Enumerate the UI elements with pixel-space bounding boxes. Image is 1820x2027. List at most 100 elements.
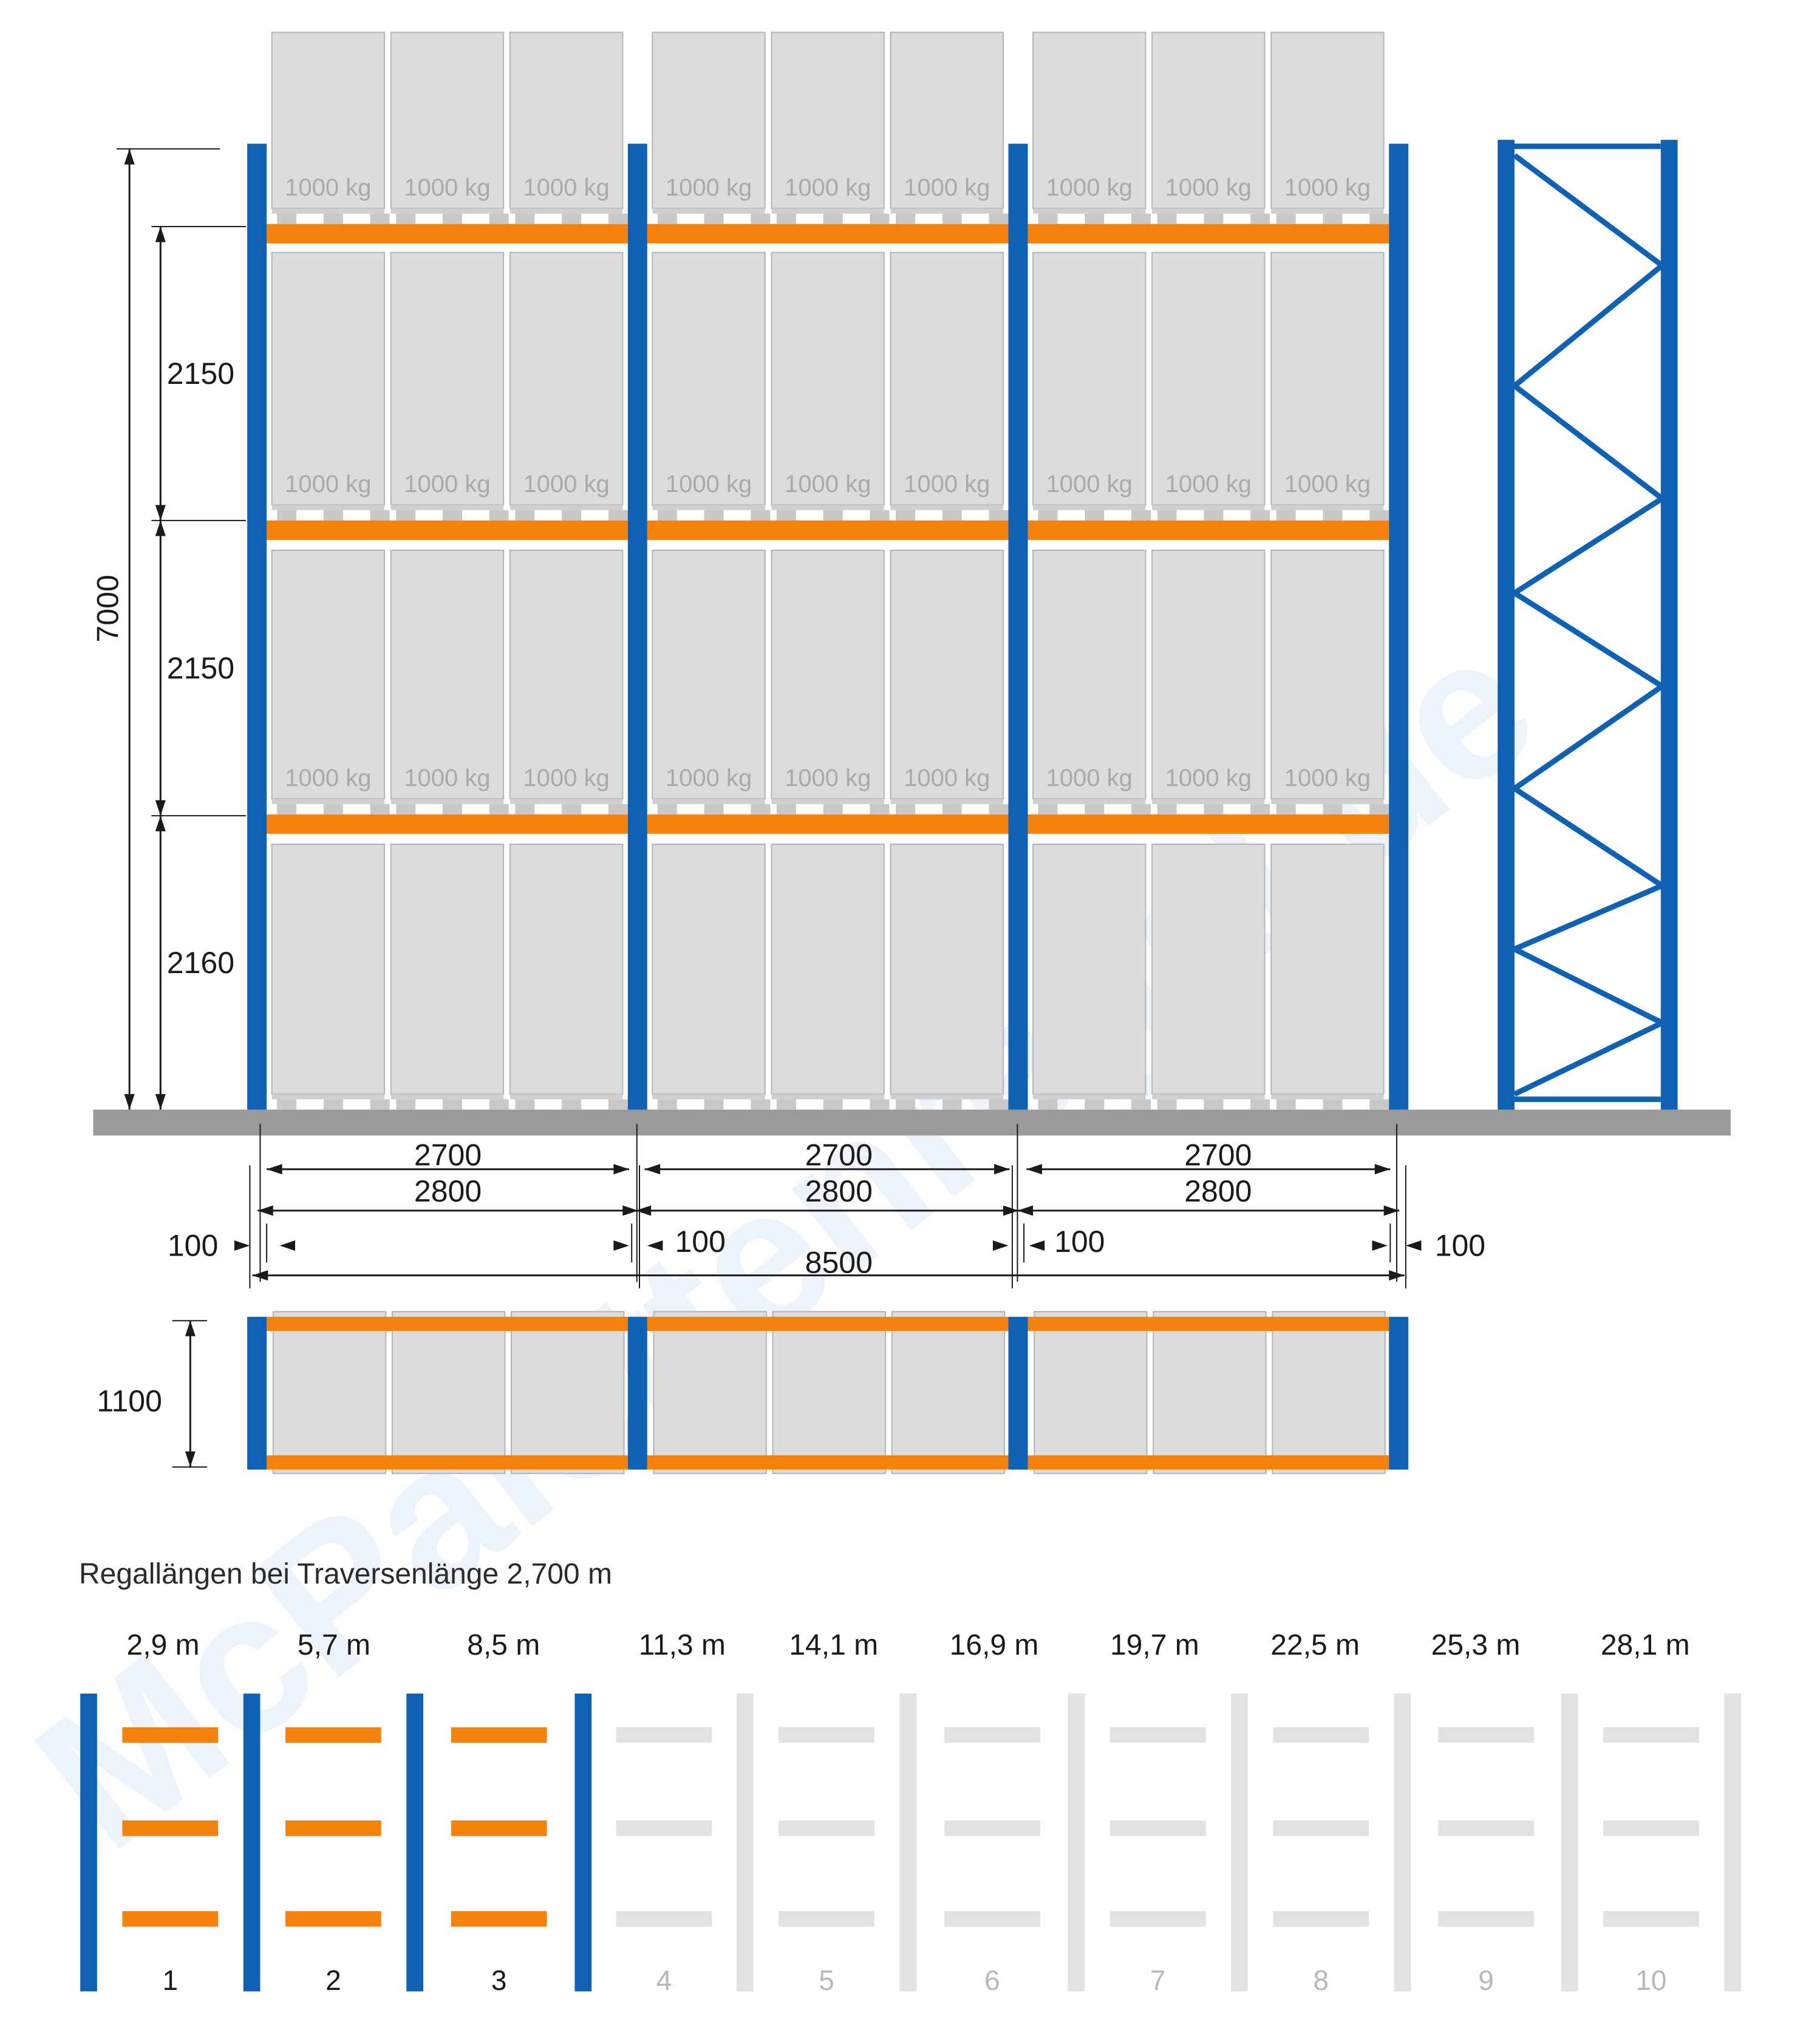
dim-arrow (622, 1205, 638, 1216)
pallet-foot (515, 804, 535, 815)
table-number: 5 (819, 1964, 834, 1996)
pallet-foot (608, 510, 628, 521)
upright-top (247, 1316, 267, 1470)
table-beam (1603, 1727, 1699, 1743)
pallet-foot (704, 804, 724, 815)
pallet-box (509, 843, 624, 1095)
pallet-foot (823, 1099, 843, 1110)
beam-top-back (267, 1455, 628, 1470)
load-label: 1000 kg (1046, 174, 1133, 201)
table-length: 8,5 m (467, 1629, 540, 1661)
table-beam (285, 1911, 381, 1927)
pallet-foot (277, 213, 297, 224)
frame-brace (1513, 946, 1663, 1025)
load-label: 1000 kg (1284, 765, 1371, 791)
load-label: 1000 kg (904, 765, 990, 791)
pallet-foot (1204, 213, 1224, 224)
table-upright (1394, 1694, 1411, 1992)
table-beam (1273, 1727, 1369, 1743)
pallet-foot (396, 213, 416, 224)
table-upright (1561, 1694, 1578, 1992)
dim-arrow (267, 1164, 282, 1175)
pallet-deck (271, 799, 385, 804)
pallet-foot (989, 1099, 1009, 1110)
pallet-foot (396, 510, 416, 521)
load-label: 1000 kg (404, 174, 490, 201)
pallet-foot (823, 510, 843, 521)
table-upright (736, 1694, 754, 1992)
pallet-foot (751, 510, 771, 521)
pallet-box (1151, 251, 1266, 506)
pallet-foot (896, 1099, 916, 1110)
table-beam (616, 1911, 712, 1927)
table-upright (1068, 1694, 1085, 1992)
pallet-deck (1271, 208, 1384, 214)
pallet-foot (870, 804, 890, 815)
table-beam (1438, 1727, 1534, 1743)
dim-gap: 100 (675, 1225, 725, 1259)
pallet-deck (890, 1094, 1003, 1099)
pallet-box (1270, 32, 1385, 210)
pallet-foot (942, 1099, 962, 1110)
pallet-box (652, 251, 766, 506)
pallet-box (1151, 32, 1266, 210)
pallet-foot (1131, 1099, 1151, 1110)
frame-brace (1513, 153, 1664, 268)
table-length: 5,7 m (298, 1629, 370, 1661)
pallet-deck (271, 1094, 385, 1099)
pallet-foot (1157, 1099, 1177, 1110)
load-label: 1000 kg (523, 174, 609, 201)
pallet-foot (989, 804, 1009, 815)
load-label: 1000 kg (666, 174, 752, 201)
pallet-foot (896, 804, 916, 815)
pallet-foot (1250, 510, 1270, 521)
pallet-top (510, 1311, 625, 1474)
pallet-foot (989, 510, 1009, 521)
table-length: 14,1 m (789, 1629, 878, 1661)
table-caption: Regallängen bei Traversenlänge 2,700 m (79, 1558, 612, 1590)
pallet-deck (1152, 505, 1265, 510)
table-upright (406, 1694, 424, 1992)
dim-arrow (613, 1164, 629, 1175)
pallet-foot (1276, 1099, 1296, 1110)
beam-top-front (267, 1316, 628, 1331)
table-number: 1 (163, 1964, 179, 1996)
pallet-box (1270, 251, 1385, 506)
table-beam (285, 1727, 381, 1743)
pallet-foot (870, 213, 890, 224)
pallet-foot (1323, 804, 1343, 815)
table-beam (1109, 1820, 1206, 1836)
pallet-box (1270, 549, 1385, 800)
pallet-box (390, 549, 505, 800)
pallet-foot (489, 213, 509, 224)
pallet-box (509, 251, 624, 506)
pallet-box (1151, 549, 1266, 800)
pallet-deck (1033, 799, 1146, 804)
pallet-foot (1204, 804, 1224, 815)
upright-top (1008, 1316, 1028, 1470)
pallet-deck (1271, 1094, 1384, 1099)
table-beam (122, 1727, 219, 1743)
load-label: 1000 kg (1046, 471, 1133, 497)
pallet-foot (776, 804, 796, 815)
pallet-foot (751, 213, 771, 224)
pallet-deck (390, 799, 504, 804)
load-label: 1000 kg (1284, 174, 1371, 201)
pallet-foot (1157, 213, 1177, 224)
dim-total-length: 8500 (805, 1245, 873, 1279)
pallet-foot (1323, 510, 1343, 521)
table-number: 6 (984, 1964, 1000, 1996)
load-label: 1000 kg (523, 471, 609, 497)
pallet-foot (1038, 510, 1058, 521)
dim-arrow (155, 800, 166, 816)
pallet-top (891, 1311, 1006, 1474)
pallet-foot (1131, 213, 1151, 224)
beam-top-back (1028, 1455, 1389, 1470)
pallet-foot (370, 804, 390, 815)
pallet-deck (1033, 505, 1146, 510)
pallet-box (771, 549, 885, 800)
pallet-top (1272, 1311, 1386, 1474)
pallet-foot (489, 1099, 509, 1110)
pallet-foot (870, 510, 890, 521)
